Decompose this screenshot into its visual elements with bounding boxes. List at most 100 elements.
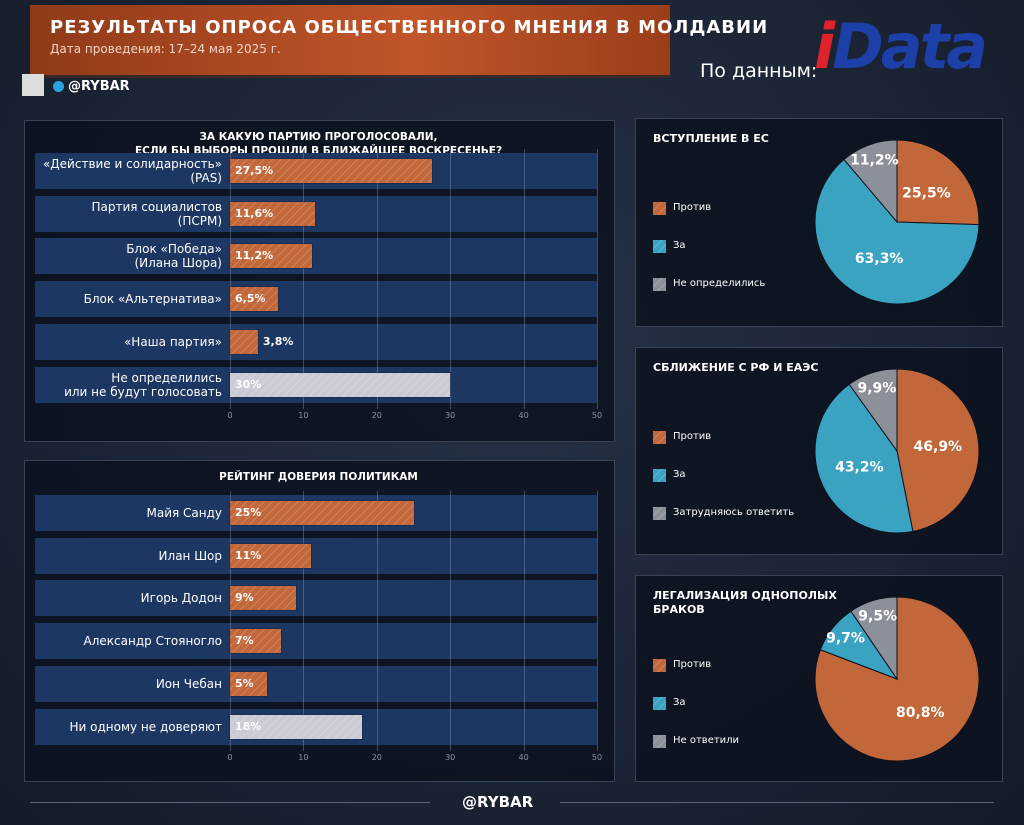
category-label: Не определились или не будут голосовать (64, 370, 222, 399)
value-label: 27,5% (235, 164, 274, 177)
category-label: Ион Чебан (155, 676, 222, 691)
bar (229, 158, 433, 184)
value-label: 30% (235, 377, 262, 391)
x-tick-label: 20 (371, 753, 382, 763)
grid-line (450, 491, 452, 752)
legend-label: Против (673, 431, 712, 442)
bar (228, 713, 364, 740)
pie-slice (850, 596, 898, 681)
category-label: «Наша партия» (123, 334, 222, 349)
page-title: РЕЗУЛЬТАТЫ ОПРОСА ОБЩЕСТВЕННОГО МНЕНИЯ В… (50, 17, 769, 38)
bar (229, 670, 268, 697)
handle: @RYBAR (68, 79, 130, 94)
grid-line (303, 149, 305, 410)
pie-slice (814, 383, 914, 534)
legend-label: За (673, 469, 686, 480)
value-label: 80,8% (896, 705, 945, 721)
category-label: Ни одному не доверяют (69, 719, 223, 734)
row-bg (35, 580, 597, 617)
value-label: 9,7% (826, 630, 865, 646)
legend-swatch (653, 431, 666, 444)
grid-line (523, 149, 525, 410)
qr-icon (22, 74, 44, 96)
bar (228, 585, 298, 612)
row-bg (35, 665, 597, 702)
value-label: 9,5% (858, 608, 897, 624)
x-tick-label: 30 (445, 753, 456, 763)
header-band (30, 5, 670, 78)
pie-slice (814, 158, 980, 305)
row-bg (35, 537, 597, 574)
legend-swatch (653, 240, 666, 253)
legend-label: За (673, 697, 686, 708)
legend-swatch (653, 659, 666, 672)
legend-swatch (653, 735, 666, 748)
bar (229, 286, 279, 313)
category-label: Игорь Додон (140, 591, 222, 606)
category-label: Александр Стояногло (83, 634, 222, 649)
row-bg (35, 281, 597, 318)
footer-handle: @RYBAR (462, 793, 534, 811)
grid-line (523, 491, 525, 752)
bar (228, 628, 283, 655)
legend-swatch (653, 202, 666, 215)
bar (228, 371, 452, 398)
row-bg (35, 323, 597, 360)
bar (229, 542, 312, 569)
grid-line (230, 491, 231, 752)
legend-label: Затрудняюсь ответить (673, 507, 795, 518)
x-tick-label: 40 (518, 411, 529, 421)
category-label: Майя Санду (146, 506, 222, 520)
pie-slice (896, 368, 980, 533)
row-bg (35, 238, 597, 275)
x-tick-label: 0 (227, 411, 233, 421)
value-label: 3,8% (262, 334, 294, 348)
bar (228, 243, 314, 270)
value-label: 18% (235, 719, 262, 733)
row-bg (35, 195, 597, 232)
value-label: 63,3% (855, 251, 904, 267)
value-label: 9% (235, 591, 254, 605)
telegram-icon (53, 81, 64, 92)
x-tick-label: 30 (445, 411, 456, 421)
grid-line (376, 149, 378, 410)
x-tick-label: 0 (227, 753, 233, 763)
x-tick-label: 10 (298, 753, 309, 763)
x-tick-label: 40 (518, 753, 529, 763)
grid-line (450, 149, 452, 410)
legend-label: Против (673, 659, 712, 670)
legend-swatch (653, 469, 666, 482)
bar (229, 500, 415, 526)
value-label: 11,2% (850, 152, 899, 168)
value-label: 5% (235, 676, 254, 690)
value-label: 25,5% (902, 185, 951, 201)
category-label: «Действие и солидарность» (PAS) (42, 157, 222, 185)
x-tick-label: 10 (298, 411, 309, 421)
legend-label: Против (673, 202, 712, 213)
value-label: 11,6% (235, 206, 274, 220)
row-bg (35, 623, 597, 660)
source-label: По данным: (700, 60, 818, 82)
value-label: 11% (235, 548, 262, 562)
value-label: 9,9% (858, 381, 897, 397)
pie: 25,5% 63,3% 11,2% (814, 139, 980, 305)
x-tick-label: 50 (591, 753, 603, 763)
grid-line (376, 491, 378, 752)
legend-swatch (653, 507, 666, 520)
grid-line (230, 149, 231, 410)
bar (229, 328, 259, 355)
value-label: 7% (235, 634, 254, 648)
grid-line (303, 491, 305, 752)
legend-swatch (653, 697, 666, 710)
chart-title: СБЛИЖЕНИЕ С РФ И ЕАЭС (653, 361, 819, 374)
x-tick-label: 20 (371, 411, 382, 421)
pie-slice (896, 139, 980, 226)
x-tick-label: 50 (591, 411, 603, 421)
pie: 46,9% 43,2% 9,9% (814, 368, 980, 534)
legend-label: Не определились (673, 278, 766, 289)
pie-slice (814, 596, 980, 762)
footer-bg (430, 792, 560, 812)
category-label: Илан Шор (158, 548, 222, 563)
page-subtitle: Дата проведения: 17–24 мая 2025 г. (50, 42, 281, 56)
